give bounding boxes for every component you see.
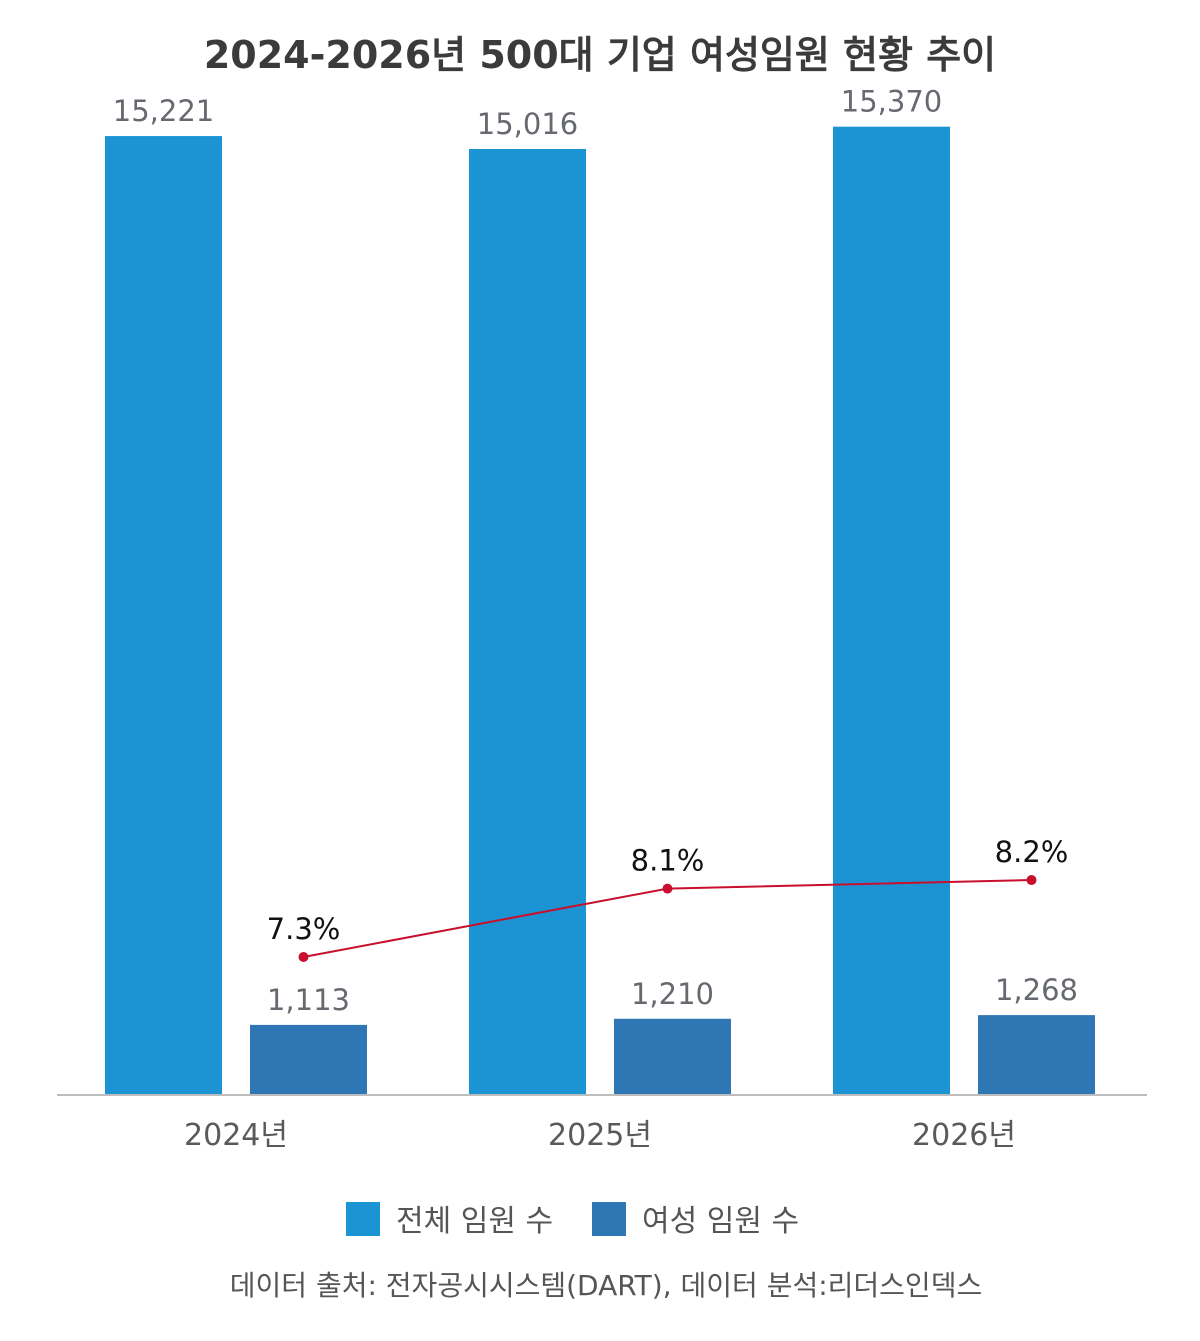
- x-tick-label-1: 2025년: [548, 1118, 652, 1153]
- total-bar-1: [469, 148, 586, 1095]
- percentage-label-0: 7.3%: [267, 912, 341, 946]
- legend-swatch-0: [346, 1202, 380, 1236]
- percentage-point-2: [1026, 875, 1037, 886]
- percentage-point-0: [298, 952, 309, 962]
- legend: 전체 임원 수 여성 임원 수: [346, 1202, 799, 1239]
- total-value-label-2: 15,370: [841, 85, 942, 119]
- x-tick-label-0: 2024년: [184, 1118, 288, 1153]
- bars-layer: 15,221 15,016 15,370 1,113 1,210 1,268: [105, 85, 1095, 1095]
- chart-title: 2024-2026년 500대 기업 여성임원 현황 추이: [204, 33, 996, 77]
- female-bar-0: [250, 1024, 367, 1095]
- percentage-line-layer: 7.3% 8.1% 8.2%: [267, 835, 1069, 962]
- legend-label-1: 여성 임원 수: [642, 1204, 799, 1239]
- percentage-point-1: [662, 883, 673, 894]
- percentage-label-1: 8.1%: [631, 844, 705, 878]
- legend-swatch-1: [592, 1202, 626, 1236]
- female-value-label-0: 1,113: [267, 983, 350, 1017]
- percentage-label-2: 8.2%: [995, 835, 1069, 869]
- female-bar-1: [614, 1018, 731, 1095]
- female-value-label-1: 1,210: [631, 977, 714, 1011]
- total-value-label-0: 15,221: [113, 94, 214, 128]
- total-bar-2: [833, 126, 950, 1095]
- source-note: 데이터 출처: 전자공시시스템(DART), 데이터 분석:리더스인덱스: [230, 1269, 982, 1302]
- female-bar-2: [978, 1015, 1095, 1095]
- total-bar-0: [105, 136, 222, 1095]
- x-axis-ticks: 2024년 2025년 2026년: [184, 1118, 1016, 1153]
- legend-label-0: 전체 임원 수: [396, 1204, 553, 1239]
- female-value-label-2: 1,268: [995, 973, 1078, 1007]
- x-tick-label-2: 2026년: [912, 1118, 1016, 1153]
- total-value-label-1: 15,016: [477, 107, 578, 141]
